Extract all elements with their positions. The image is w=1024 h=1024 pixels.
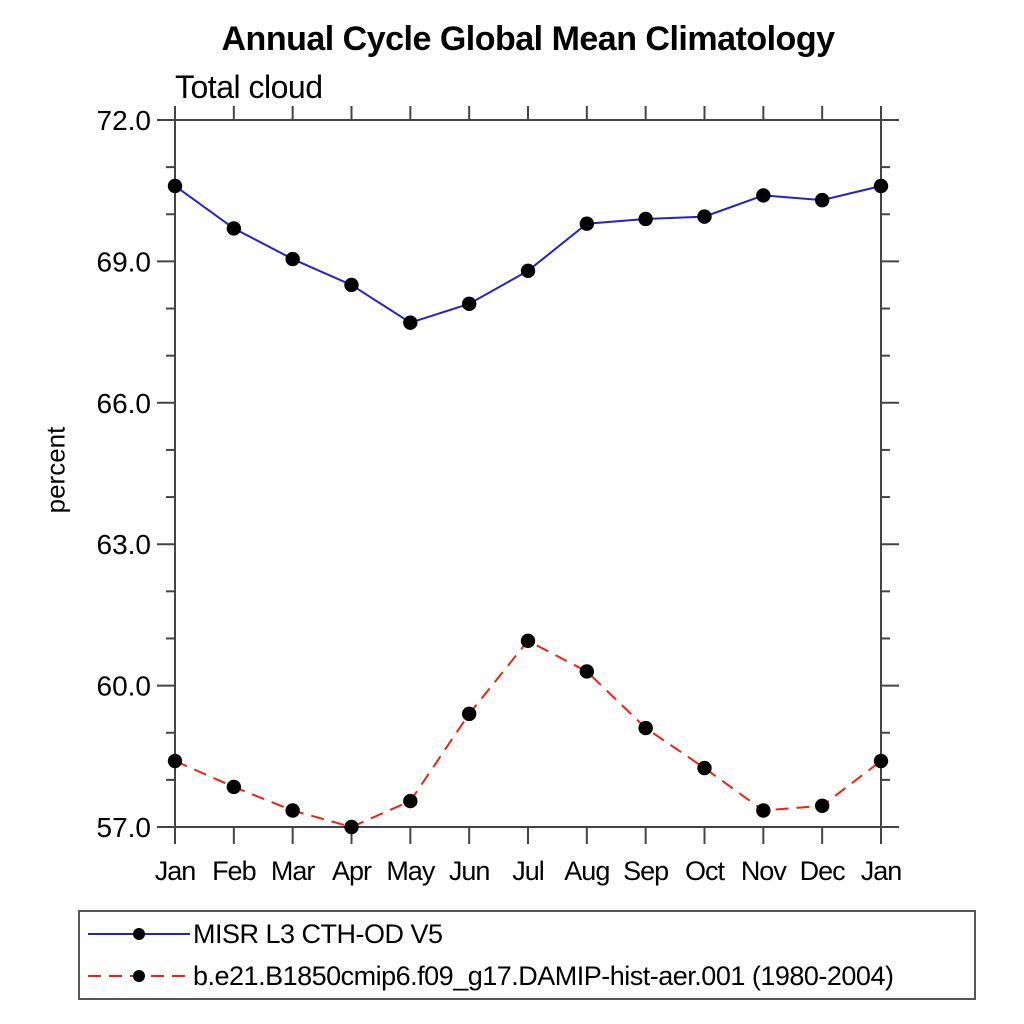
x-axis-tick-label: Aug [564, 856, 609, 886]
data-point-marker [814, 192, 830, 208]
data-point-marker [226, 779, 242, 795]
data-point-marker [697, 209, 712, 224]
series-line-0 [174, 185, 882, 324]
data-point-marker [344, 277, 359, 293]
x-axis-tick-label: Nov [741, 856, 788, 886]
data-point-marker [579, 664, 595, 679]
data-point-marker [167, 753, 183, 769]
x-axis-tick-label: Oct [685, 856, 726, 886]
x-axis-tick-label: Jun [449, 856, 490, 886]
x-axis-tick-label: Apr [332, 856, 372, 886]
data-point-marker [403, 793, 418, 809]
data-point-marker [756, 188, 771, 203]
data-point-marker [520, 263, 536, 279]
legend-row-model: b.e21.B1850cmip6.f09_g17.DAMIP-hist-aer.… [85, 956, 974, 996]
y-axis-tick-label: 69.0 [97, 246, 152, 277]
data-point-marker [579, 216, 595, 231]
data-point-marker [873, 178, 889, 194]
data-point-marker [638, 720, 653, 736]
x-axis-tick-label: Sep [623, 856, 668, 886]
x-axis-tick-label: Mar [271, 856, 316, 886]
data-point-marker [520, 633, 536, 649]
x-axis-tick-label: Dec [800, 856, 846, 886]
data-point-marker [756, 803, 771, 818]
y-axis-tick-label: 60.0 [97, 671, 152, 702]
chart-legend: MISR L3 CTH-OD V5 b.e21.B1850cmip6.f09_g… [78, 910, 976, 1000]
y-axis-tick-label: 63.0 [97, 529, 152, 560]
chart-subtitle: Total cloud [175, 69, 323, 105]
y-axis-tick-label: 66.0 [97, 388, 152, 419]
plot-frame [174, 119, 882, 828]
data-point-marker [697, 760, 712, 776]
data-point-marker [873, 753, 889, 769]
x-axis-tick-label: Jan [155, 856, 196, 886]
series-line-1 [174, 639, 882, 829]
data-point-marker [285, 251, 300, 267]
legend-sample-dashed-line-icon [88, 970, 190, 982]
data-point-marker [226, 221, 242, 236]
data-point-marker [461, 706, 477, 722]
y-axis-tick-label: 57.0 [97, 812, 152, 843]
legend-label-model: b.e21.B1850cmip6.f09_g17.DAMIP-hist-aer.… [193, 960, 894, 991]
legend-row-misr: MISR L3 CTH-OD V5 [85, 914, 974, 954]
data-point-marker [344, 819, 359, 835]
data-point-marker [638, 211, 653, 227]
x-axis-tick-label: May [386, 856, 436, 886]
y-axis-tick-label: 72.0 [97, 105, 152, 136]
data-point-marker [167, 178, 183, 194]
chart-title: Annual Cycle Global Mean Climatology [221, 20, 836, 58]
x-axis-tick-label: Jul [512, 856, 544, 886]
x-axis-tick-label: Feb [212, 856, 256, 886]
data-point-marker [461, 296, 477, 312]
data-point-marker [285, 803, 300, 818]
data-point-marker [403, 315, 418, 330]
data-point-marker [814, 798, 830, 813]
legend-label-misr: MISR L3 CTH-OD V5 [193, 918, 443, 949]
x-axis-tick-label: Jan [861, 856, 902, 886]
legend-sample-solid-line-icon [88, 928, 190, 940]
